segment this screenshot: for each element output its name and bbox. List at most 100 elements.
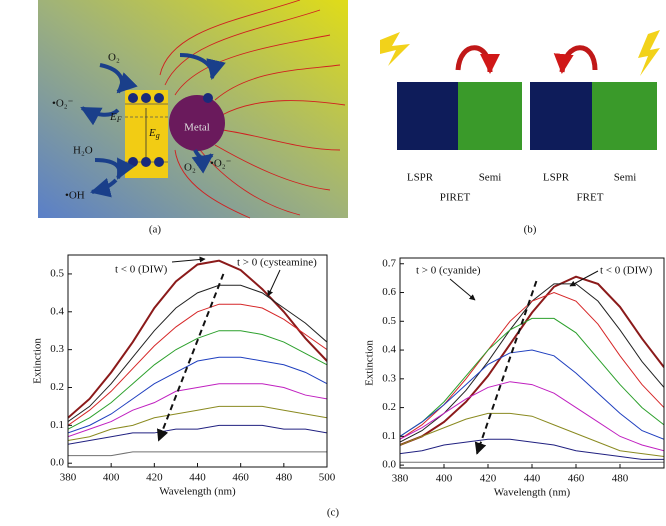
y-tick-label: 0.2: [50, 381, 64, 393]
line: [400, 283, 664, 443]
annotation-arrow: [267, 269, 281, 297]
charts: 380 400 420 440 460 480 500 0.0 0.1 0.2 0.3 0.4 0.5 W…: [32, 254, 665, 499]
line: [68, 330, 327, 430]
line: [400, 349, 664, 440]
x-tick-label: 480: [612, 473, 629, 485]
label: LSPR: [407, 172, 434, 184]
x-tick-label: 380: [392, 473, 409, 485]
panel-label: (b): [524, 224, 537, 236]
line: [68, 259, 327, 419]
x-tick-label: 420: [480, 473, 497, 485]
label: O₂: [108, 52, 120, 64]
label: LSPR: [543, 172, 570, 184]
label: EF: [109, 111, 122, 124]
y-tick-label: 0.4: [50, 305, 64, 317]
x-tick-label: 420: [146, 472, 163, 484]
charge: [203, 93, 213, 103]
symbol: E: [109, 111, 117, 123]
plot-frame: [399, 257, 665, 469]
subscript: F: [116, 115, 122, 124]
panel-b: LSPR Semi PIRET LSPR Semi FRET (b): [380, 30, 660, 236]
lspr-block: [530, 82, 592, 150]
label: Metal: [184, 122, 210, 134]
line: [68, 383, 327, 438]
trend-arrow: [474, 280, 538, 455]
line: [400, 438, 664, 460]
x-axis-label: Wavelength (nm): [494, 487, 571, 499]
line: [68, 284, 327, 422]
panel-label: (a): [149, 224, 162, 236]
y-tick-label: 0.1: [382, 430, 396, 442]
y-axis-label: Extinction: [32, 338, 44, 384]
line: [68, 424, 327, 445]
y-tick-label: 0.0: [50, 457, 64, 469]
label: •O₂⁻: [210, 158, 232, 170]
semi-block: [458, 82, 522, 150]
chart: 380 400 420 440 460 480 0.0 0.1 0.2 0.3 0.4 0.5 0.6 0…: [364, 257, 665, 499]
line: [400, 317, 664, 437]
line: [400, 412, 664, 457]
semi-block: [592, 82, 657, 150]
x-tick-label: 400: [436, 473, 453, 485]
annotation-arrow: [171, 256, 206, 263]
label: Semi: [614, 172, 637, 184]
x-tick-label: 440: [189, 472, 206, 484]
annotation-arrow: [569, 270, 599, 287]
panel-label: (c): [327, 507, 340, 519]
plot: [68, 259, 327, 457]
plot: [400, 275, 664, 463]
chart: 380 400 420 440 460 480 500 0.0 0.1 0.2 0.3 0.4 0.5 W…: [32, 254, 336, 498]
annotation-arrow: [449, 278, 476, 301]
annotation: t < 0 (DIW): [115, 264, 168, 276]
y-tick-label: 0.3: [382, 372, 396, 384]
label: Eg: [148, 127, 160, 140]
line: [68, 451, 327, 457]
x-tick-label: 400: [103, 472, 120, 484]
lightning: [638, 30, 660, 76]
x-tick-label: 380: [60, 472, 77, 484]
transfer-arrow: [455, 45, 500, 74]
label: O₂: [184, 162, 196, 174]
x-tick-label: 460: [232, 472, 249, 484]
label: Semi: [479, 172, 502, 184]
label: FRET: [577, 192, 604, 204]
y-tick-label: 0.2: [382, 401, 396, 413]
x-tick-label: 460: [568, 473, 585, 485]
annotation: t > 0 (cysteamine): [237, 257, 317, 269]
reaction-arrows: [80, 53, 226, 198]
symbol: E: [148, 127, 156, 139]
x-tick-label: 440: [524, 473, 541, 485]
y-tick-label: 0.5: [50, 267, 64, 279]
transfer-arrow: [553, 45, 598, 74]
annotation: t > 0 (cyanide): [416, 265, 481, 277]
line: [68, 405, 327, 441]
line: [68, 303, 327, 426]
y-tick-label: 0.4: [382, 344, 396, 356]
annotation: t < 0 (DIW): [600, 265, 653, 277]
trend-arrow: [156, 273, 225, 442]
y-axis-label: Extinction: [364, 340, 376, 386]
label: •O₂⁻: [52, 98, 74, 110]
y-tick-label: 0.7: [382, 257, 396, 269]
subscript: g: [156, 131, 160, 140]
line: [400, 381, 664, 452]
x-tick-label: 500: [319, 472, 336, 484]
y-tick-label: 0.5: [382, 315, 396, 327]
y-tick-label: 0.6: [382, 286, 396, 298]
panel-a: O₂ •O₂⁻ H₂O •OH EF Eg Metal O₂ •O₂⁻ (a): [38, 0, 348, 236]
y-tick-label: 0.0: [382, 459, 396, 471]
label: PIRET: [440, 192, 471, 204]
x-tick-label: 480: [276, 472, 293, 484]
label: •OH: [65, 190, 85, 202]
lspr-block: [397, 82, 458, 150]
metal-particle: [169, 95, 225, 151]
y-tick-label: 0.3: [50, 343, 64, 355]
y-tick-label: 0.1: [50, 419, 64, 431]
lightning: [380, 32, 410, 66]
line: [68, 356, 327, 434]
line: [400, 275, 664, 446]
x-axis-label: Wavelength (nm): [159, 486, 236, 498]
label: H₂O: [73, 145, 93, 157]
